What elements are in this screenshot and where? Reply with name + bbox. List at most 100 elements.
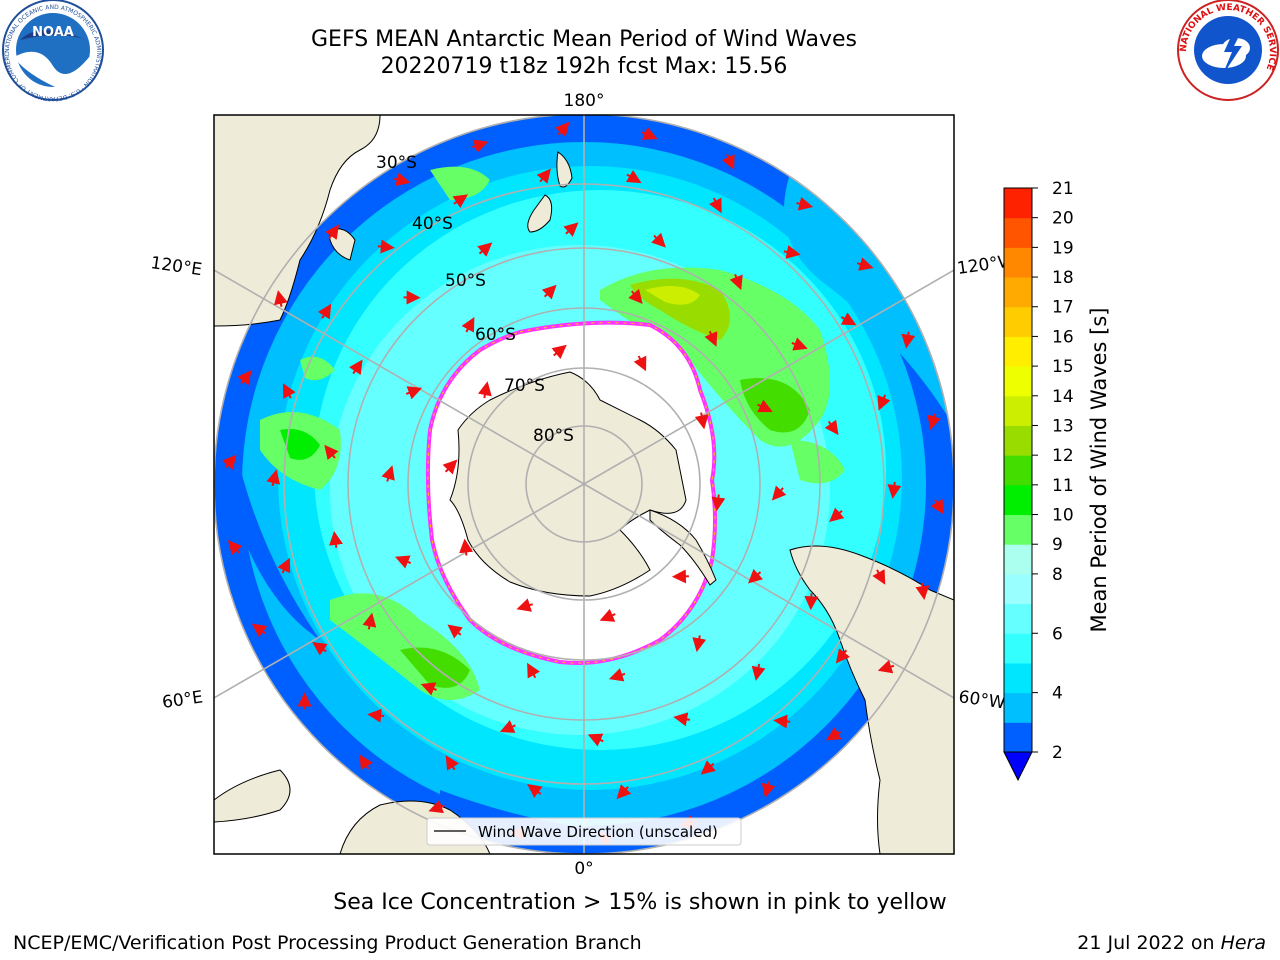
wave-direction-arrow bbox=[312, 641, 328, 656]
lon-label-180: 180° bbox=[564, 91, 605, 111]
chart-subtitle: 20220719 t18z 192h fcst Max: 15.56 bbox=[380, 54, 788, 79]
wave-direction-arrow bbox=[555, 121, 570, 137]
wave-direction-arrow bbox=[901, 331, 916, 349]
map-legend: Wind Wave Direction (unscaled) bbox=[426, 817, 742, 846]
wave-direction-arrow bbox=[877, 659, 895, 674]
wave-direction-arrow bbox=[282, 383, 296, 399]
wave-direction-arrow bbox=[700, 760, 716, 775]
colorbar-tick-label: 21 bbox=[1052, 179, 1074, 199]
wave-direction-arrow bbox=[251, 623, 268, 638]
wave-direction-arrow bbox=[362, 612, 377, 630]
wave-direction-arrow bbox=[927, 413, 941, 431]
colorbar-swatch bbox=[1004, 188, 1032, 219]
wave-direction-arrow bbox=[527, 784, 543, 798]
colorbar-tick-label: 4 bbox=[1052, 684, 1063, 704]
noaa-logo: NOAA NATIONAL OCEANIC AND ATMOSPHERIC AD… bbox=[0, 0, 104, 102]
sea-ice-note: Sea Ice Concentration > 15% is shown in … bbox=[333, 890, 947, 915]
lat-label-60s: 60°S bbox=[475, 325, 516, 345]
colorbar-tick-label: 18 bbox=[1052, 268, 1074, 288]
wave-direction-arrow bbox=[633, 355, 647, 372]
wave-direction-arrow bbox=[872, 569, 886, 585]
wave-direction-arrow bbox=[757, 399, 773, 413]
wave-direction-arrow bbox=[729, 273, 743, 291]
wave-direction-arrow bbox=[625, 169, 642, 184]
map-frame bbox=[213, 114, 955, 855]
wave-direction-arrow bbox=[527, 662, 540, 679]
colorbar-swatch bbox=[1004, 633, 1032, 664]
colorbar-swatch bbox=[1004, 722, 1032, 753]
wave-direction-arrow bbox=[641, 127, 658, 140]
wave-direction-arrow bbox=[856, 257, 874, 271]
colorbar-tick-label: 9 bbox=[1052, 535, 1063, 555]
footer-host: Hera bbox=[1220, 932, 1266, 954]
colorbar-tick-label: 19 bbox=[1052, 238, 1074, 258]
wave-direction-arrow bbox=[628, 288, 643, 305]
wave-direction-arrow bbox=[420, 682, 437, 696]
colorbar-tick-label: 15 bbox=[1052, 357, 1074, 377]
wave-direction-arrow bbox=[377, 239, 395, 254]
chart-title: GEFS MEAN Antarctic Mean Period of Wind … bbox=[311, 27, 857, 52]
lon-label-60e: 60°E bbox=[161, 687, 204, 712]
wave-direction-arrow bbox=[877, 394, 891, 411]
wave-direction-arrow bbox=[317, 303, 332, 320]
wave-direction-arrow bbox=[274, 290, 288, 307]
colorbar-swatch bbox=[1004, 336, 1032, 367]
wave-direction-arrow bbox=[516, 598, 534, 612]
wave-direction-arrow bbox=[381, 465, 395, 482]
wave-direction-arrow bbox=[704, 330, 718, 347]
colorbar-tick-label: 11 bbox=[1052, 476, 1074, 496]
colorbar-tick-label: 14 bbox=[1052, 387, 1074, 407]
wave-direction-arrow bbox=[222, 454, 237, 470]
wave-direction-arrow bbox=[599, 608, 616, 622]
wave-direction-arrow bbox=[478, 381, 492, 399]
wave-direction-arrow bbox=[536, 168, 551, 184]
colorbar-swatch bbox=[1004, 573, 1032, 605]
wave-direction-arrow bbox=[761, 781, 776, 798]
wave-direction-arrow bbox=[237, 370, 252, 386]
wave-direction-arrow bbox=[563, 222, 579, 237]
footer-branch: NCEP/EMC/Verification Post Processing Pr… bbox=[13, 932, 642, 954]
colorbar-swatch bbox=[1004, 455, 1032, 486]
wave-direction-arrow bbox=[915, 583, 930, 601]
colorbar-label: Mean Period of Wind Waves [s] bbox=[1087, 308, 1111, 633]
wave-direction-arrow bbox=[751, 663, 766, 681]
colorbar: 2 4 6 8 9 10 11 12 13 14 15 16 17 18 19 20 21 bbox=[1003, 179, 1074, 782]
latitude-labels: 30°S 40°S 50°S 60°S 70°S 80°S bbox=[376, 153, 574, 446]
nws-logo: NATIONAL WEATHER SERVICE bbox=[1177, 0, 1279, 101]
wave-direction-arrow bbox=[721, 153, 735, 170]
wave-direction-arrow bbox=[608, 668, 626, 682]
wave-direction-arrow bbox=[405, 386, 423, 400]
wave-direction-arrow bbox=[840, 312, 857, 326]
graticule bbox=[214, 115, 954, 854]
wave-direction-arrow bbox=[459, 538, 474, 556]
colorbar-swatch bbox=[1004, 692, 1032, 723]
wave-direction-arrow bbox=[442, 459, 458, 475]
wave-direction-arrow bbox=[428, 799, 445, 814]
wave-direction-arrow bbox=[471, 139, 489, 153]
colorbar-swatch bbox=[1004, 603, 1032, 634]
wave-direction-arrow bbox=[747, 568, 764, 584]
wave-direction-arrow bbox=[367, 708, 385, 723]
colorbar-tick-label: 12 bbox=[1052, 446, 1074, 466]
wave-direction-arrow bbox=[325, 224, 340, 240]
colorbar-swatch bbox=[1004, 395, 1032, 426]
wave-direction-arrow bbox=[711, 494, 726, 512]
wave-direction-arrow bbox=[824, 419, 839, 436]
wave-direction-arrow bbox=[461, 316, 475, 333]
colorbar-extension bbox=[1003, 751, 1033, 782]
colorbar-swatch bbox=[1004, 514, 1032, 545]
footer-date-text: 21 Jul 2022 on bbox=[1077, 932, 1221, 954]
wave-direction-arrow bbox=[835, 648, 851, 664]
landmasses bbox=[214, 115, 954, 854]
wave-direction-arrow bbox=[804, 593, 819, 611]
wave-direction-arrow bbox=[692, 635, 707, 653]
lat-label-50s: 50°S bbox=[445, 271, 486, 291]
wave-direction-arrow bbox=[616, 784, 632, 800]
colorbar-tick-label: 6 bbox=[1052, 624, 1063, 644]
colorbar-swatch bbox=[1004, 366, 1032, 397]
wave-direction-arrow bbox=[359, 754, 373, 771]
wave-direction-arrow bbox=[227, 540, 243, 556]
colorbar-tick-label: 13 bbox=[1052, 416, 1074, 436]
wave-direction-arrow bbox=[771, 485, 787, 501]
